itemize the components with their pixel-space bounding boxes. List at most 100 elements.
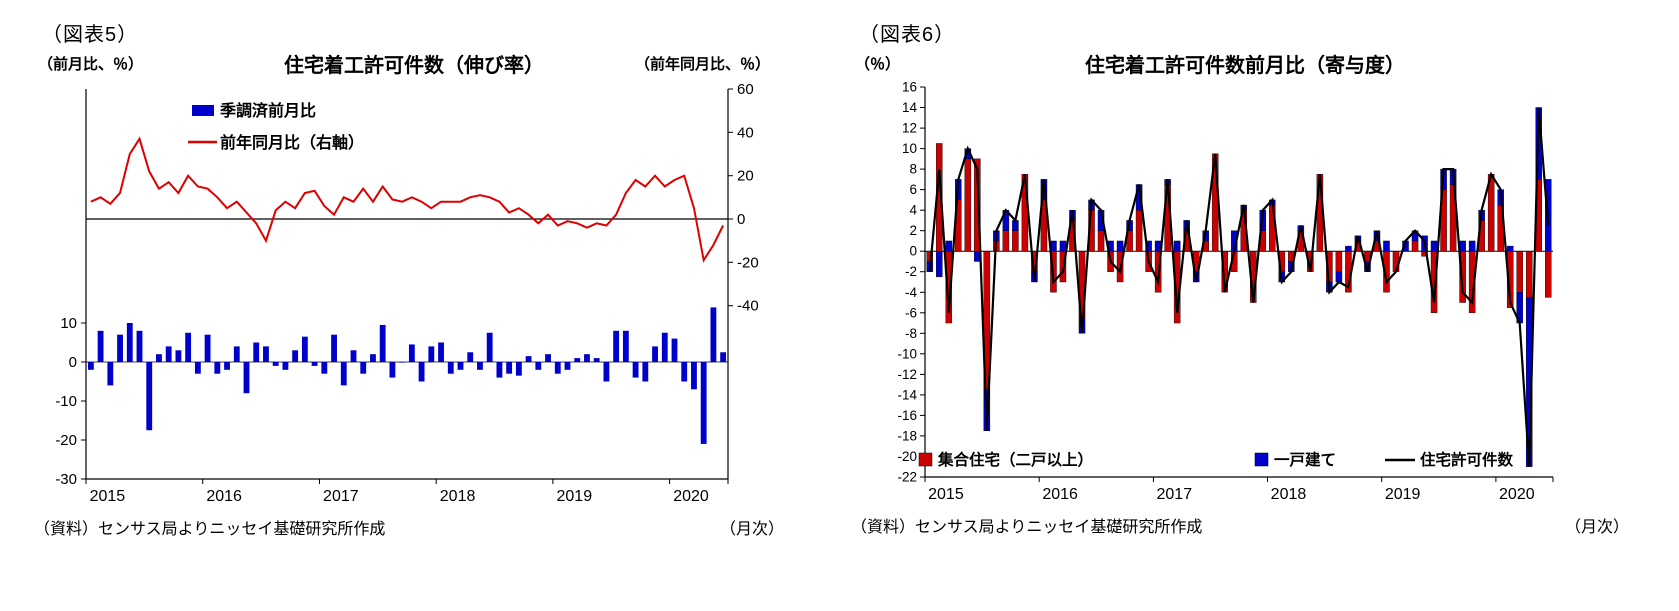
series-yoy-line [90, 136, 724, 263]
bar-segment [1545, 251, 1552, 298]
left-axis-tick-label: -30 [55, 471, 77, 488]
bar-mom [399, 362, 406, 363]
y-axis-tick-label: -18 [897, 428, 917, 443]
bar-mom [204, 334, 211, 362]
bar-mom [681, 362, 688, 382]
bar-mom [165, 346, 172, 362]
figure5-source: （資料）センサス局よりニッセイ基礎研究所作成 [34, 521, 386, 538]
legend-label-total: 住宅許可件数 [1420, 450, 1514, 469]
bar-mom [564, 362, 571, 370]
x-axis-year-label: 2018 [440, 488, 476, 505]
legend-label-multifamily: 集合住宅（二戸以上） [937, 450, 1093, 469]
figure5-header: （前月比、％） 住宅着工許可件数（伸び率） （前年同月比、％） [28, 49, 800, 77]
legend-label-singlefamily: 一戸建て [1274, 451, 1336, 469]
bar-segment [1145, 240, 1152, 252]
x-axis-year-label: 2015 [928, 486, 964, 503]
bar-mom [447, 362, 454, 374]
bar-mom [652, 346, 658, 362]
bar-mom [379, 324, 386, 362]
bar-mom [214, 362, 221, 374]
bar-mom [263, 346, 269, 362]
figure5-panel: （図表5） （前月比、％） 住宅着工許可件数（伸び率） （前年同月比、％） 10… [28, 18, 800, 539]
bar-mom [117, 334, 123, 362]
x-axis-year-label: 2019 [557, 488, 593, 505]
x-axis-year-label: 2017 [323, 488, 359, 505]
x-axis-year-label: 2015 [90, 488, 126, 505]
bar-mom [428, 346, 435, 362]
series-mom-bars [87, 307, 727, 444]
legend-swatch-multifamily [918, 452, 933, 467]
bar-segment [1383, 240, 1390, 252]
bar-mom [720, 352, 727, 362]
bar-mom [107, 362, 114, 386]
y-axis-tick-label: -22 [897, 470, 917, 485]
figure5-footer: （資料）センサス局よりニッセイ基礎研究所作成 （月次） [28, 515, 800, 539]
bar-mom [233, 346, 240, 362]
x-axis-year-label: 2018 [1271, 486, 1307, 503]
series-singlefamily-bars [926, 107, 1552, 467]
bar-mom [87, 362, 94, 370]
figure6-footer: （資料）センサス局よりニッセイ基礎研究所作成 （月次） [845, 513, 1645, 537]
bar-segment [1525, 251, 1533, 298]
y-axis-tick-label: -2 [905, 264, 917, 279]
bar-mom [603, 362, 610, 382]
right-axis-tick-label: -20 [737, 254, 759, 271]
bar-mom [622, 330, 629, 362]
bar-segment [964, 158, 972, 252]
y-axis-tick-label: -14 [897, 387, 917, 402]
figure5-chart: 10 0 -10 -20 -30 60 40 20 0 -20 -40 2015 2016 2017 201… [55, 81, 759, 505]
y-axis-tick-label: -20 [897, 449, 917, 464]
y-axis-tick-label: 8 [909, 162, 917, 177]
bar-mom [253, 342, 260, 362]
bar-segment [1345, 245, 1352, 252]
y-axis-tick-label: 2 [909, 223, 917, 238]
y-axis-tick-label: 6 [909, 182, 917, 197]
bar-mom [175, 350, 182, 362]
y-axis-tick-label: -10 [897, 346, 917, 361]
figure6-label: （図表6） [859, 24, 956, 46]
bar-mom [331, 334, 337, 362]
bar-mom [661, 332, 668, 362]
bar-segment [945, 240, 953, 252]
bar-mom [486, 332, 493, 362]
bar-mom [408, 344, 415, 362]
x-axis-year-label: 2016 [206, 488, 242, 505]
bar-mom [243, 362, 250, 394]
figure6-frequency: （月次） [1564, 519, 1629, 536]
bar-mom [360, 362, 367, 374]
figure6-title: 住宅着工許可件数前月比（寄与度） [1085, 55, 1405, 77]
bar-mom [194, 362, 201, 374]
x-axis-year-label: 2019 [1385, 486, 1421, 503]
bar-segment [1506, 245, 1514, 252]
y-axis-tick-label: -12 [897, 367, 917, 382]
x-axis-year-label: 2017 [1157, 486, 1193, 503]
figure6-y-axis-unit: （％） [855, 56, 901, 73]
bar-mom [671, 338, 678, 362]
bar-mom [370, 354, 376, 362]
bar-mom [292, 350, 299, 362]
bar-segment [1002, 230, 1010, 252]
figure5-right-axis-unit: （前年同月比、％） [634, 56, 770, 73]
legend-swatch-singlefamily [1254, 452, 1269, 467]
bar-mom [126, 323, 133, 362]
figure6-source: （資料）センサス局よりニッセイ基礎研究所作成 [851, 519, 1203, 536]
x-axis-year-label: 2020 [1499, 486, 1535, 503]
left-axis-tick-label: -10 [55, 393, 77, 410]
legend-swatch-mom [192, 105, 214, 116]
bar-mom [340, 362, 347, 386]
left-axis-tick-label: 10 [60, 315, 77, 332]
figure6-panel: （図表6） （％） 住宅着工許可件数前月比（寄与度） 16 14 12 10 8 6 4 2 0… [845, 18, 1645, 537]
bar-mom [389, 362, 396, 378]
right-axis-tick-label: 0 [737, 211, 745, 228]
bar-mom [438, 342, 444, 362]
bar-segment [1097, 230, 1105, 252]
figure5-label: （図表5） [42, 24, 139, 46]
y-axis-tick-label: 0 [909, 244, 917, 259]
bar-mom [710, 307, 717, 362]
bar-segment [1012, 230, 1019, 252]
series-total-line [928, 107, 1550, 467]
bar-segment [1459, 240, 1466, 252]
bar-mom [477, 362, 483, 370]
